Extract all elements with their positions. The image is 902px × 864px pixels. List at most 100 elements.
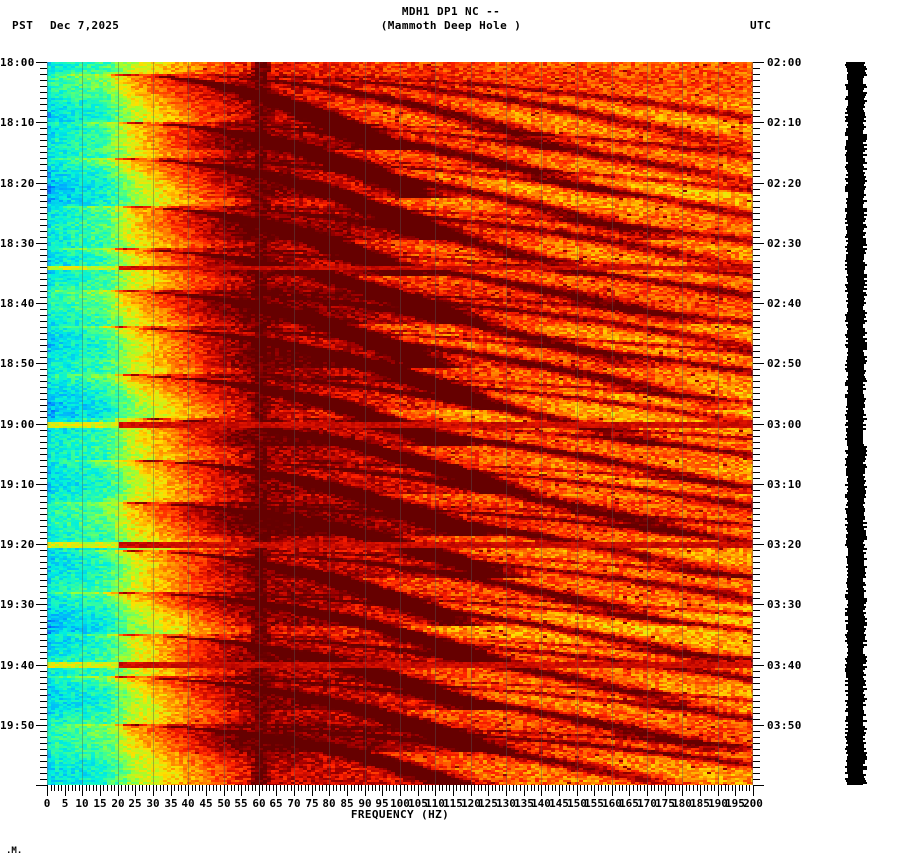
y-axis-minor-tick-left: [40, 713, 47, 714]
x-axis-minor-tick: [428, 785, 429, 791]
y-axis-label-left: 19:10: [0, 478, 35, 491]
x-axis-minor-tick: [58, 785, 59, 791]
y-axis-minor-tick-left: [40, 321, 47, 322]
x-axis-major-tick: [47, 785, 48, 796]
x-axis-major-tick: [329, 785, 330, 796]
x-axis-minor-tick: [464, 785, 465, 791]
y-axis-minor-tick-left: [40, 80, 47, 81]
y-axis-minor-tick-right: [753, 737, 760, 738]
x-axis-minor-tick: [128, 785, 129, 791]
y-axis-minor-tick-left: [40, 333, 47, 334]
y-axis-minor-tick-left: [40, 622, 47, 623]
x-axis-minor-tick: [495, 785, 496, 791]
y-axis-major-tick-right: [753, 785, 764, 786]
y-axis-minor-tick-left: [40, 261, 47, 262]
y-axis-major-tick-left: [36, 303, 47, 304]
y-axis-minor-tick-right: [753, 249, 760, 250]
y-axis-minor-tick-right: [753, 134, 760, 135]
y-axis-minor-tick-right: [753, 219, 760, 220]
y-axis-minor-tick-right: [753, 80, 760, 81]
x-axis-minor-tick: [534, 785, 535, 791]
y-axis-minor-tick-right: [753, 532, 760, 533]
x-axis-minor-tick: [93, 785, 94, 791]
y-axis-minor-tick-right: [753, 598, 760, 599]
x-axis-minor-tick: [216, 785, 217, 791]
x-axis-major-tick: [418, 785, 419, 796]
y-axis-minor-tick-left: [40, 225, 47, 226]
y-axis-minor-tick-right: [753, 466, 760, 467]
x-axis-minor-tick: [298, 785, 299, 791]
y-axis-minor-tick-right: [753, 351, 760, 352]
y-axis-minor-tick-right: [753, 671, 760, 672]
x-axis-minor-tick: [651, 785, 652, 791]
y-axis-minor-tick-left: [40, 496, 47, 497]
x-axis-minor-tick: [456, 785, 457, 791]
y-axis-minor-tick-right: [753, 387, 760, 388]
y-axis-minor-tick-left: [40, 152, 47, 153]
y-axis-minor-tick-right: [753, 375, 760, 376]
y-axis-minor-tick-right: [753, 393, 760, 394]
x-axis-minor-tick: [361, 785, 362, 791]
x-axis-minor-tick: [291, 785, 292, 791]
x-axis-minor-tick: [668, 785, 669, 791]
y-axis-minor-tick-left: [40, 351, 47, 352]
x-axis-major-tick: [682, 785, 683, 796]
y-axis-minor-tick-right: [753, 550, 760, 551]
x-axis-minor-tick: [442, 785, 443, 791]
y-axis-minor-tick-left: [40, 140, 47, 141]
y-axis-minor-tick-right: [753, 189, 760, 190]
y-axis-minor-tick-left: [40, 460, 47, 461]
y-axis-minor-tick-left: [40, 634, 47, 635]
x-axis-minor-tick: [139, 785, 140, 791]
x-axis-major-tick: [471, 785, 472, 796]
y-axis-minor-tick-right: [753, 339, 760, 340]
y-axis-minor-tick-right: [753, 652, 760, 653]
x-axis-minor-tick: [266, 785, 267, 791]
y-axis-minor-tick-right: [753, 574, 760, 575]
y-axis-minor-tick-right: [753, 610, 760, 611]
y-axis-minor-tick-right: [753, 520, 760, 521]
x-axis-major-tick: [400, 785, 401, 796]
y-axis-minor-tick-right: [753, 779, 760, 780]
y-axis-minor-tick-right: [753, 345, 760, 346]
x-axis-minor-tick: [301, 785, 302, 791]
x-axis-minor-tick: [414, 785, 415, 791]
y-axis-minor-tick-left: [40, 677, 47, 678]
x-axis-minor-tick: [658, 785, 659, 791]
x-axis-minor-tick: [548, 785, 549, 791]
x-axis-minor-tick: [262, 785, 263, 791]
y-axis-minor-tick-right: [753, 405, 760, 406]
x-axis-minor-tick: [227, 785, 228, 791]
y-axis-label-left: 18:10: [0, 116, 35, 129]
x-axis-major-tick: [135, 785, 136, 796]
x-axis-minor-tick: [527, 785, 528, 791]
x-axis-minor-tick: [234, 785, 235, 791]
y-axis-minor-tick-left: [40, 369, 47, 370]
y-axis-minor-tick-right: [753, 231, 760, 232]
x-axis-minor-tick: [474, 785, 475, 791]
y-axis-minor-tick-left: [40, 454, 47, 455]
y-axis-label-right: 02:50: [767, 357, 802, 370]
y-axis-minor-tick-right: [753, 749, 760, 750]
x-axis-minor-tick: [425, 785, 426, 791]
x-axis-major-tick: [100, 785, 101, 796]
x-axis-minor-tick: [552, 785, 553, 791]
y-axis-minor-tick-left: [40, 598, 47, 599]
y-axis-minor-tick-left: [40, 255, 47, 256]
y-axis-minor-tick-left: [40, 164, 47, 165]
x-axis-minor-tick: [584, 785, 585, 791]
y-axis-minor-tick-right: [753, 634, 760, 635]
y-axis-minor-tick-left: [40, 652, 47, 653]
x-axis-minor-tick: [375, 785, 376, 791]
y-axis-label-right: 03:00: [767, 418, 802, 431]
y-axis-minor-tick-left: [40, 436, 47, 437]
x-axis-minor-tick: [637, 785, 638, 791]
timezone-label-left: PST: [12, 19, 34, 32]
x-axis-minor-tick: [633, 785, 634, 791]
x-axis-minor-tick: [739, 785, 740, 791]
y-axis-minor-tick-right: [753, 116, 760, 117]
x-axis-minor-tick: [358, 785, 359, 791]
x-axis-minor-tick: [725, 785, 726, 791]
x-axis-major-tick: [241, 785, 242, 796]
x-axis-minor-tick: [202, 785, 203, 791]
